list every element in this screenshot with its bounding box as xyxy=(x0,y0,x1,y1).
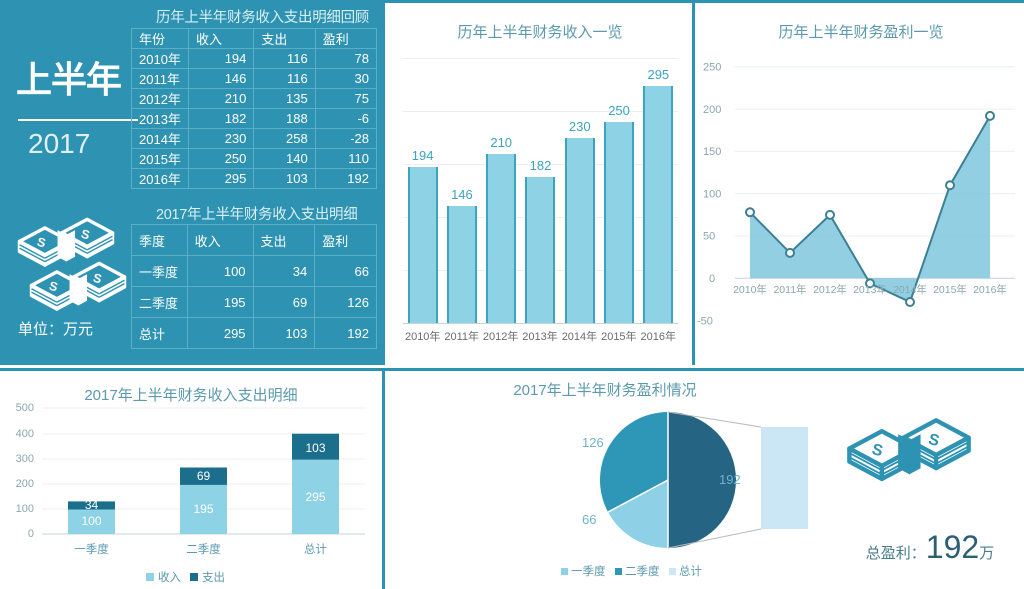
svg-text:二季度: 二季度 xyxy=(186,542,221,556)
svg-text:100: 100 xyxy=(16,503,34,515)
svg-text:二季度: 二季度 xyxy=(625,564,660,578)
svg-text:一季度: 一季度 xyxy=(74,542,109,556)
svg-text:2013年: 2013年 xyxy=(853,283,887,296)
svg-text:150: 150 xyxy=(703,146,721,158)
svg-text:200: 200 xyxy=(16,478,34,490)
svg-text:总计: 总计 xyxy=(679,564,702,578)
svg-text:300: 300 xyxy=(16,453,34,465)
svg-text:192: 192 xyxy=(719,472,741,487)
svg-text:69: 69 xyxy=(197,469,211,483)
svg-text:295: 295 xyxy=(305,490,325,504)
svg-text:0: 0 xyxy=(28,528,34,540)
svg-text:400: 400 xyxy=(16,428,34,440)
svg-text:0: 0 xyxy=(709,273,715,285)
svg-text:500: 500 xyxy=(16,402,34,414)
svg-text:-50: -50 xyxy=(697,315,713,327)
svg-text:34: 34 xyxy=(85,498,99,512)
svg-text:126: 126 xyxy=(582,435,604,450)
svg-text:250: 250 xyxy=(703,62,721,74)
svg-text:50: 50 xyxy=(703,231,715,243)
svg-text:收入: 收入 xyxy=(158,570,181,584)
svg-text:2016年: 2016年 xyxy=(973,283,1007,296)
svg-text:200: 200 xyxy=(703,104,721,116)
svg-text:2015年: 2015年 xyxy=(933,283,967,296)
svg-text:2010年: 2010年 xyxy=(733,283,767,296)
svg-text:总计: 总计 xyxy=(304,542,327,556)
svg-text:一季度: 一季度 xyxy=(571,564,606,578)
svg-text:2011年: 2011年 xyxy=(773,283,806,296)
svg-text:2012年: 2012年 xyxy=(813,283,847,296)
svg-text:195: 195 xyxy=(193,502,213,516)
svg-text:支出: 支出 xyxy=(202,570,225,584)
svg-text:66: 66 xyxy=(582,512,596,527)
svg-text:103: 103 xyxy=(305,441,325,455)
svg-text:100: 100 xyxy=(703,188,721,200)
svg-text:2014年: 2014年 xyxy=(893,283,927,296)
svg-text:100: 100 xyxy=(81,514,101,528)
